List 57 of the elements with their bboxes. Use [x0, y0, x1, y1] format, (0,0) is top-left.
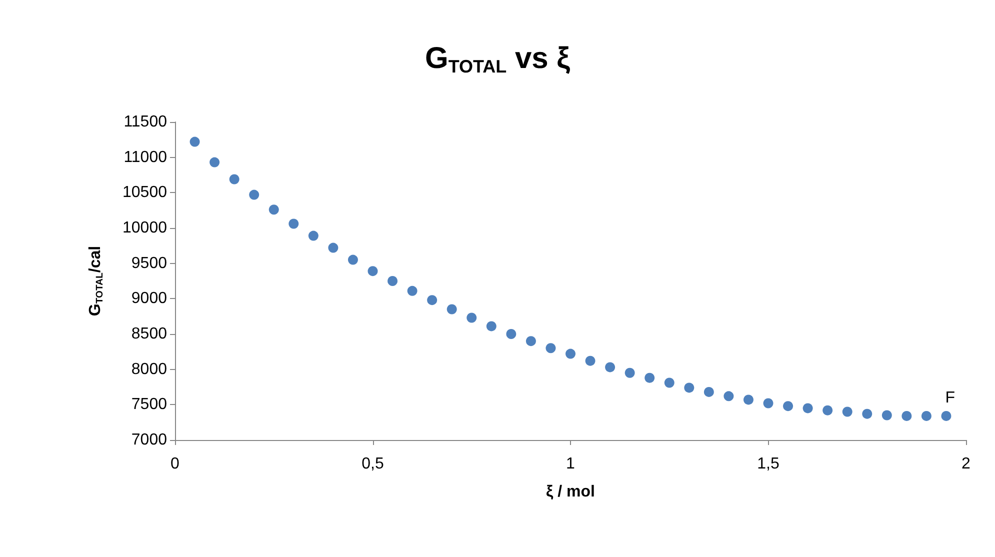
y-tick-label: 10500: [122, 184, 168, 202]
x-tick-label: 0: [170, 456, 180, 472]
point: [644, 372, 655, 383]
point: [822, 405, 833, 416]
point: [862, 408, 872, 419]
point: [229, 174, 240, 184]
point: [348, 254, 358, 265]
point: [249, 190, 260, 200]
x-axis-title: ξ / mol: [546, 484, 595, 500]
y-tick-label: 10000: [122, 220, 168, 236]
point: [190, 136, 200, 147]
point: [506, 329, 516, 339]
y-tick-label: 9500: [131, 254, 168, 272]
y-tick-label: 11000: [124, 148, 168, 166]
point: [368, 266, 378, 276]
point: [624, 368, 635, 378]
point: [268, 204, 279, 215]
point: [585, 356, 596, 366]
point: [802, 403, 813, 414]
point: [446, 304, 457, 314]
point: [566, 348, 576, 359]
point: [407, 286, 418, 296]
point: [783, 401, 794, 412]
point: [684, 382, 694, 393]
y-tick-label: 8000: [131, 360, 168, 378]
point: [664, 378, 674, 388]
y-axis-title: GTOTAL/cal: [87, 246, 106, 316]
point: [210, 157, 220, 168]
point: [743, 394, 754, 405]
point: [526, 336, 536, 346]
point: [763, 398, 774, 408]
point: [427, 295, 438, 306]
point: [724, 391, 734, 402]
y-tick-label: 7500: [131, 396, 168, 414]
point: [308, 230, 318, 241]
point: [288, 218, 299, 229]
point: [704, 386, 714, 397]
x-tick-label: 0,5: [362, 456, 384, 472]
point: [328, 242, 338, 253]
point: [486, 321, 496, 332]
y-tick-label: 8500: [131, 326, 168, 342]
point: [546, 343, 556, 354]
point: [882, 410, 892, 420]
point: [388, 276, 398, 286]
x-tick-label: 2: [962, 456, 971, 472]
point: [466, 312, 477, 323]
point: [842, 406, 852, 417]
y-tick-label: 7000: [131, 432, 168, 448]
point: [921, 410, 932, 421]
annotation: F: [945, 389, 956, 406]
point: [605, 362, 616, 372]
y-tick-label: 11500: [124, 114, 168, 130]
x-tick-label: 1: [566, 456, 576, 472]
point: [902, 410, 912, 421]
x-tick-label: 1,5: [757, 456, 780, 472]
y-tick-label: 9000: [131, 290, 168, 308]
point: [941, 410, 952, 421]
